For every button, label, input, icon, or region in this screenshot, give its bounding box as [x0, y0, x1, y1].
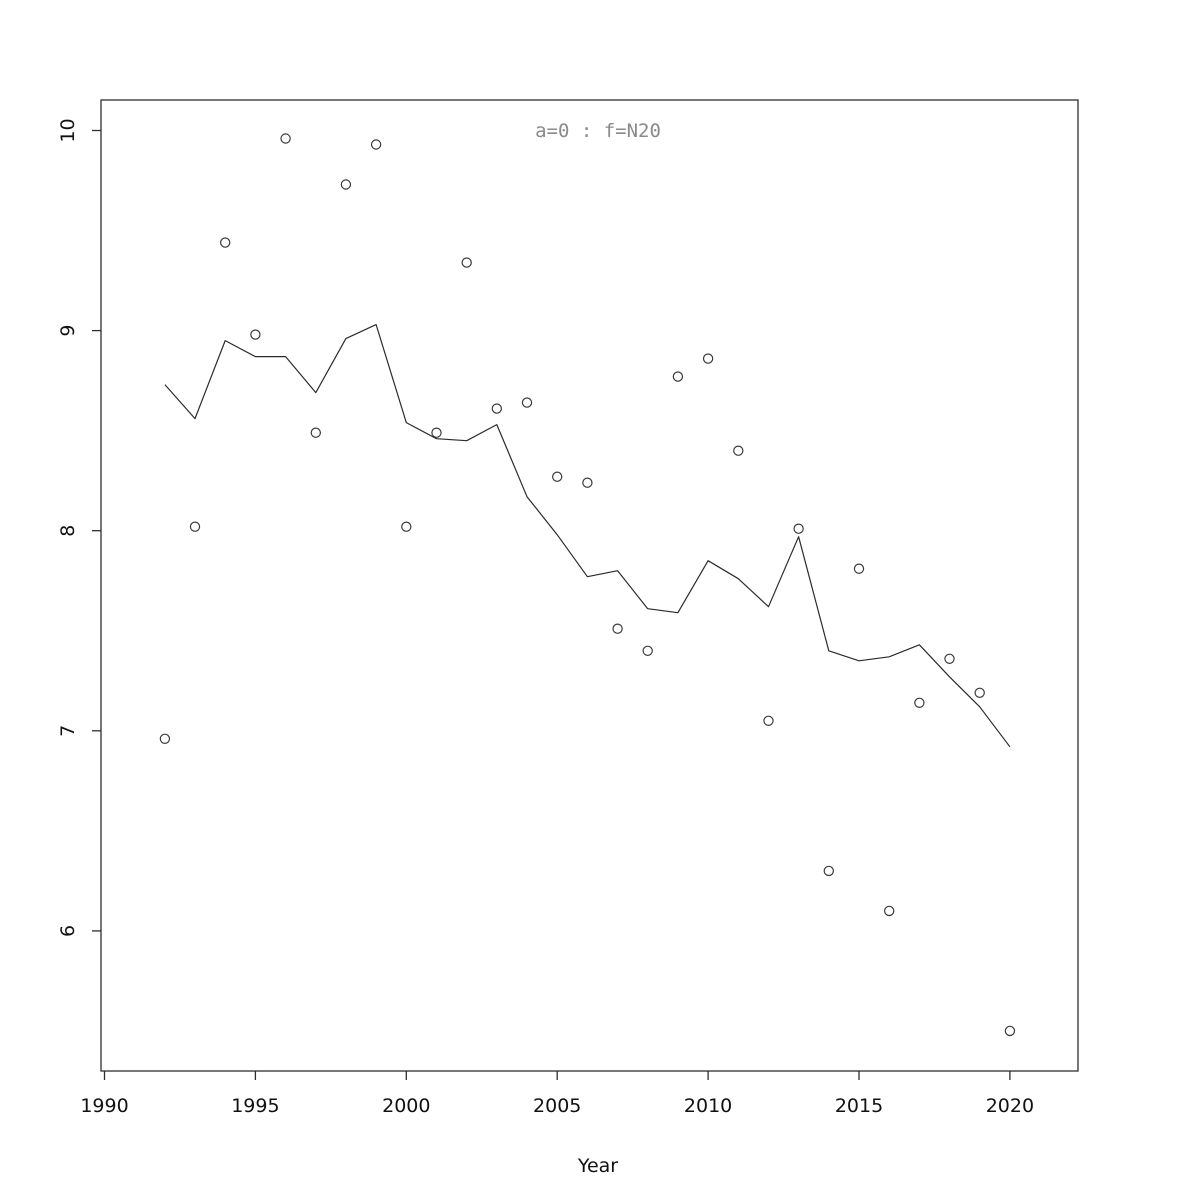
- plot-area-border: [100, 99, 1079, 1072]
- x-tick-label: 2020: [986, 1095, 1034, 1117]
- data-point: [370, 139, 382, 150]
- y-tick-label: 8: [57, 525, 79, 537]
- data-point: [672, 371, 684, 382]
- data-point: [431, 427, 442, 438]
- y-tick-label: 9: [57, 325, 79, 337]
- data-point: [642, 645, 653, 657]
- x-tick-label: 1995: [231, 1095, 279, 1117]
- x-tick-label: 1990: [80, 1095, 128, 1117]
- x-axis-label: Year: [577, 1155, 618, 1177]
- data-point: [521, 397, 533, 408]
- data-point: [702, 353, 714, 364]
- data-points: [159, 133, 1016, 1037]
- data-point: [793, 523, 804, 534]
- data-point: [250, 329, 261, 340]
- data-point: [823, 865, 835, 877]
- data-point: [944, 653, 955, 665]
- data-point: [461, 257, 472, 268]
- x-axis: 1990 1995 2000 2005 2010 2015 2020: [80, 1071, 1034, 1117]
- data-point: [914, 697, 925, 709]
- fit-line: [164, 324, 1011, 748]
- data-point: [401, 521, 412, 532]
- data-point: [884, 905, 895, 917]
- data-point: [763, 715, 774, 727]
- data-point: [280, 133, 291, 144]
- x-tick-label: 2005: [533, 1095, 581, 1117]
- plot-annotation: a=0 : f=N20: [535, 120, 661, 142]
- data-point: [189, 521, 201, 532]
- y-tick-label: 6: [57, 925, 79, 937]
- fit-line-path: [164, 324, 1011, 748]
- x-tick-label: 2015: [835, 1095, 883, 1117]
- data-point: [612, 623, 623, 634]
- data-point: [974, 687, 985, 699]
- data-point: [310, 427, 321, 438]
- x-tick-label: 2010: [684, 1095, 732, 1117]
- x-tick-label: 2000: [382, 1095, 430, 1117]
- y-tick-label: 7: [57, 725, 79, 737]
- data-point: [219, 237, 231, 248]
- data-point: [853, 563, 865, 574]
- data-point: [340, 179, 352, 190]
- y-axis: 6 7 8 9 10: [57, 118, 101, 937]
- data-point: [582, 477, 593, 488]
- data-point: [552, 471, 563, 482]
- data-point: [733, 445, 744, 456]
- data-point: [1004, 1025, 1016, 1037]
- y-tick-label: 10: [57, 118, 79, 142]
- data-point: [159, 733, 171, 745]
- data-point: [491, 403, 502, 414]
